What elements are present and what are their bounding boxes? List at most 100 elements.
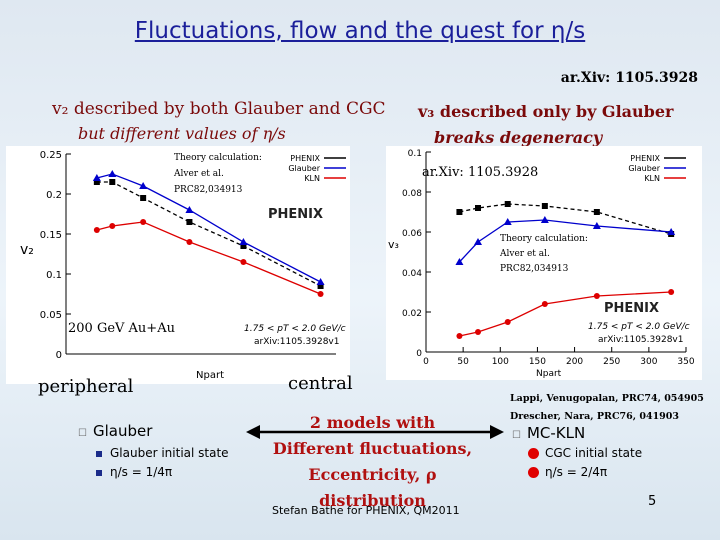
v2-ylabel: v₂ (20, 242, 34, 258)
v3-ylabel: v₃ (388, 238, 399, 251)
double-arrow-icon (246, 425, 504, 439)
models-line-3: Eccentricity, ρ distribution (308, 465, 437, 510)
v2-legend-label: PHENIX (290, 154, 320, 163)
v3-xtick-label: 100 (492, 357, 509, 367)
square-bullet-icon (96, 450, 102, 457)
v2-point-phenix (109, 179, 116, 185)
v3-ytick-label: 0.06 (402, 229, 422, 239)
v3-point-glauber (474, 238, 482, 245)
central-label: central (288, 373, 353, 394)
footer-credit: Stefan Bathe for PHENIX, QM2011 (272, 504, 460, 517)
v3-xtick-label: 200 (566, 357, 583, 367)
v2-point-glauber (139, 182, 148, 189)
lappi-reference: Lappi, Venugopalan, PRC74, 054905 (510, 393, 704, 404)
v3-point-glauber (503, 218, 512, 225)
v2-point-kln (240, 259, 247, 265)
v3-arxiv-ref: ar.Xiv: 1105.3928 (422, 165, 538, 180)
v2-heading: v₂ described by both Glauber and CGC (52, 99, 386, 119)
v2-point-kln (317, 291, 324, 297)
v3-point-kln (593, 293, 600, 299)
mckln-item-2: η/s = 2/4π (528, 465, 607, 479)
v2-theory-3: PRC82,034913 (174, 185, 243, 195)
v2-theory-1: Theory calculation: (174, 153, 262, 163)
v2-system-label: 200 GeV Au+Au (68, 321, 175, 336)
v2-ytick-label: 0.25 (40, 150, 62, 161)
v3-point-glauber (540, 216, 549, 223)
v3-ytick-label: 0.1 (408, 149, 422, 159)
v3-xtick-label: 50 (457, 357, 469, 367)
v3-legend-label: KLN (644, 174, 660, 183)
mckln-list-header: ☐ MC-KLN (512, 424, 585, 442)
glauber-item-1-text: Glauber initial state (110, 446, 229, 460)
v3-point-phenix (504, 201, 511, 207)
drescher-reference: Drescher, Nara, PRC76, 041903 (510, 411, 680, 422)
glauber-item-2: η/s = 1/4π (78, 465, 172, 479)
v2-point-kln (140, 219, 147, 225)
v3-theory-1: Theory calculation: (500, 234, 588, 244)
v3-point-phenix (475, 205, 481, 211)
v3-line-glauber (458, 219, 672, 263)
mckln-header-text: MC-KLN (526, 424, 586, 442)
v3-point-glauber (667, 228, 676, 235)
v2-chart: 0 0.05 0.1 0.15 0.2 0.25 v₂ Npart Theory calc… (6, 146, 350, 384)
v2-point-glauber (239, 238, 248, 245)
v3-chart: 0 0.02 0.04 0.06 0.08 0.1 0 50 100 150 200 250 300 35… (386, 146, 702, 380)
square-bullet-icon (96, 469, 102, 476)
v3-ytick-label: 0 (416, 349, 422, 359)
v3-heading: v₃ described only by Glauber (418, 102, 674, 121)
v3-point-kln (541, 301, 548, 307)
v2-xlabel: Npart (196, 370, 224, 381)
v2-theory-2: Alver et al. (173, 169, 224, 179)
v3-phenix-logo: PHENIX (604, 301, 659, 316)
glauber-header-text: Glauber (92, 422, 153, 440)
glauber-item-2-text: η/s = 1/4π (110, 465, 173, 479)
v2-point-glauber (316, 278, 325, 285)
v2-ytick-label: 0 (56, 350, 62, 361)
v3-theory-2: Alver et al. (499, 249, 550, 259)
slide-title: Fluctuations, flow and the quest for η/s (134, 18, 586, 44)
peripheral-label: peripheral (38, 376, 134, 397)
v2-point-kln (186, 239, 193, 245)
v3-xtick-label: 150 (529, 357, 546, 367)
v2-ytick-label: 0.2 (46, 190, 62, 201)
red-dot-icon (528, 467, 539, 478)
v3-xtick-label: 0 (423, 357, 429, 367)
v3-point-kln (475, 329, 481, 335)
v2-legend-label: Glauber (288, 164, 320, 173)
v3-legend-label: Glauber (628, 164, 660, 173)
v2-subheading: but different values of η/s (78, 124, 286, 143)
v3-xtick-label: 350 (677, 357, 694, 367)
mckln-item-2-text: η/s = 2/4π (545, 465, 608, 479)
v2-ytick-label: 0.15 (40, 230, 62, 241)
v2-legend-label: KLN (304, 174, 320, 183)
v3-pt-label: 1.75 < pT < 2.0 GeV/c (588, 322, 690, 332)
v3-line-kln (459, 291, 672, 337)
page-number: 5 (648, 494, 657, 509)
v2-point-phenix (240, 243, 247, 249)
v3-legend-label: PHENIX (630, 154, 660, 163)
models-comparison: 2 models with Different fluctuations, Ec… (255, 410, 490, 514)
v3-line-phenix (459, 203, 672, 235)
models-line-1: 2 models with (309, 413, 436, 432)
checkbox-icon: ☐ (512, 430, 521, 441)
model-references: Lappi, Venugopalan, PRC74, 054905 Dresch… (510, 390, 704, 426)
v3-point-glauber (592, 222, 601, 229)
v2-line-phenix (96, 181, 321, 287)
v2-pt-label: 1.75 < pT < 2.0 GeV/c (244, 324, 346, 334)
v3-ytick-label: 0.08 (402, 189, 422, 199)
v3-ytick-label: 0.04 (402, 269, 422, 279)
v2-arxiv-label: arXiv:1105.3928v1 (254, 337, 339, 347)
v3-ytick-label: 0.02 (402, 309, 422, 319)
glauber-item-1: Glauber initial state (78, 446, 229, 460)
v2-point-glauber (108, 170, 117, 177)
v3-point-kln (504, 319, 511, 325)
v2-point-phenix (317, 283, 324, 289)
v2-phenix-logo: PHENIX (268, 207, 323, 222)
v3-xtick-label: 300 (640, 357, 657, 367)
v2-point-phenix (186, 219, 193, 225)
v2-ytick-label: 0.05 (40, 310, 62, 321)
glauber-list-header: ☐ Glauber (78, 422, 152, 440)
v2-point-glauber (92, 174, 101, 181)
v2-point-glauber (185, 206, 194, 213)
v2-point-kln (93, 227, 100, 233)
